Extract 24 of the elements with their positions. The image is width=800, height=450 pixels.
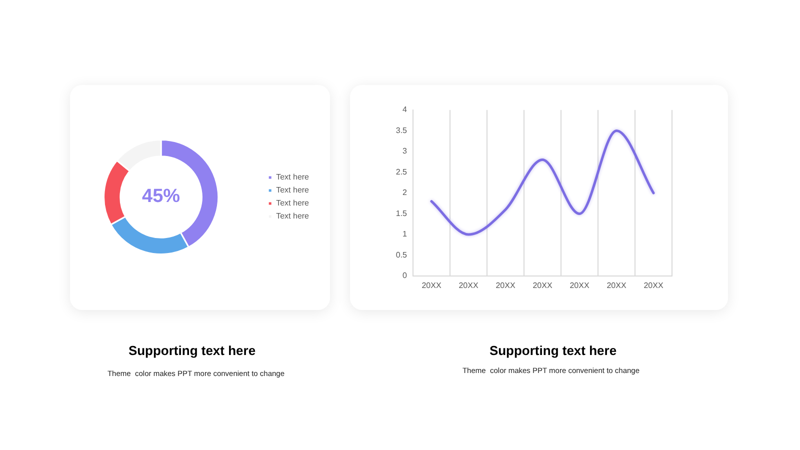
text: 45% <box>142 186 180 208</box>
x-tick-label: 20XX <box>570 281 590 290</box>
x-tick-label: 20XX <box>496 281 516 290</box>
y-tick-label: 2.5 <box>396 167 408 176</box>
y-tick-label: 2 <box>402 188 408 198</box>
x-tick-label: 20XX <box>606 281 627 290</box>
x-tick-label: 20XX <box>422 281 442 290</box>
y-tick-label: 0 <box>402 271 408 280</box>
text: Supporting text here <box>128 343 256 358</box>
text: Supporting text here <box>489 343 617 358</box>
y-tick-label: 0.5 <box>396 250 408 260</box>
legend-label: Text here <box>276 212 310 221</box>
x-tick-label: 20XX <box>458 281 479 290</box>
legend-label: Text here <box>276 186 310 195</box>
y-tick-label: 3 <box>402 146 408 156</box>
y-tick-label: 1 <box>402 230 408 239</box>
y-tick-label: 3.5 <box>396 126 408 135</box>
x-tick-label: 20XX <box>644 281 664 290</box>
x-tick-label: 20XX <box>532 281 553 290</box>
y-tick-label: 1.5 <box>396 208 408 218</box>
line-series <box>430 130 655 236</box>
y-tick-label: 4 <box>402 105 408 114</box>
legend-label: Text here <box>276 172 310 182</box>
legend-label: Text here <box>276 198 310 208</box>
